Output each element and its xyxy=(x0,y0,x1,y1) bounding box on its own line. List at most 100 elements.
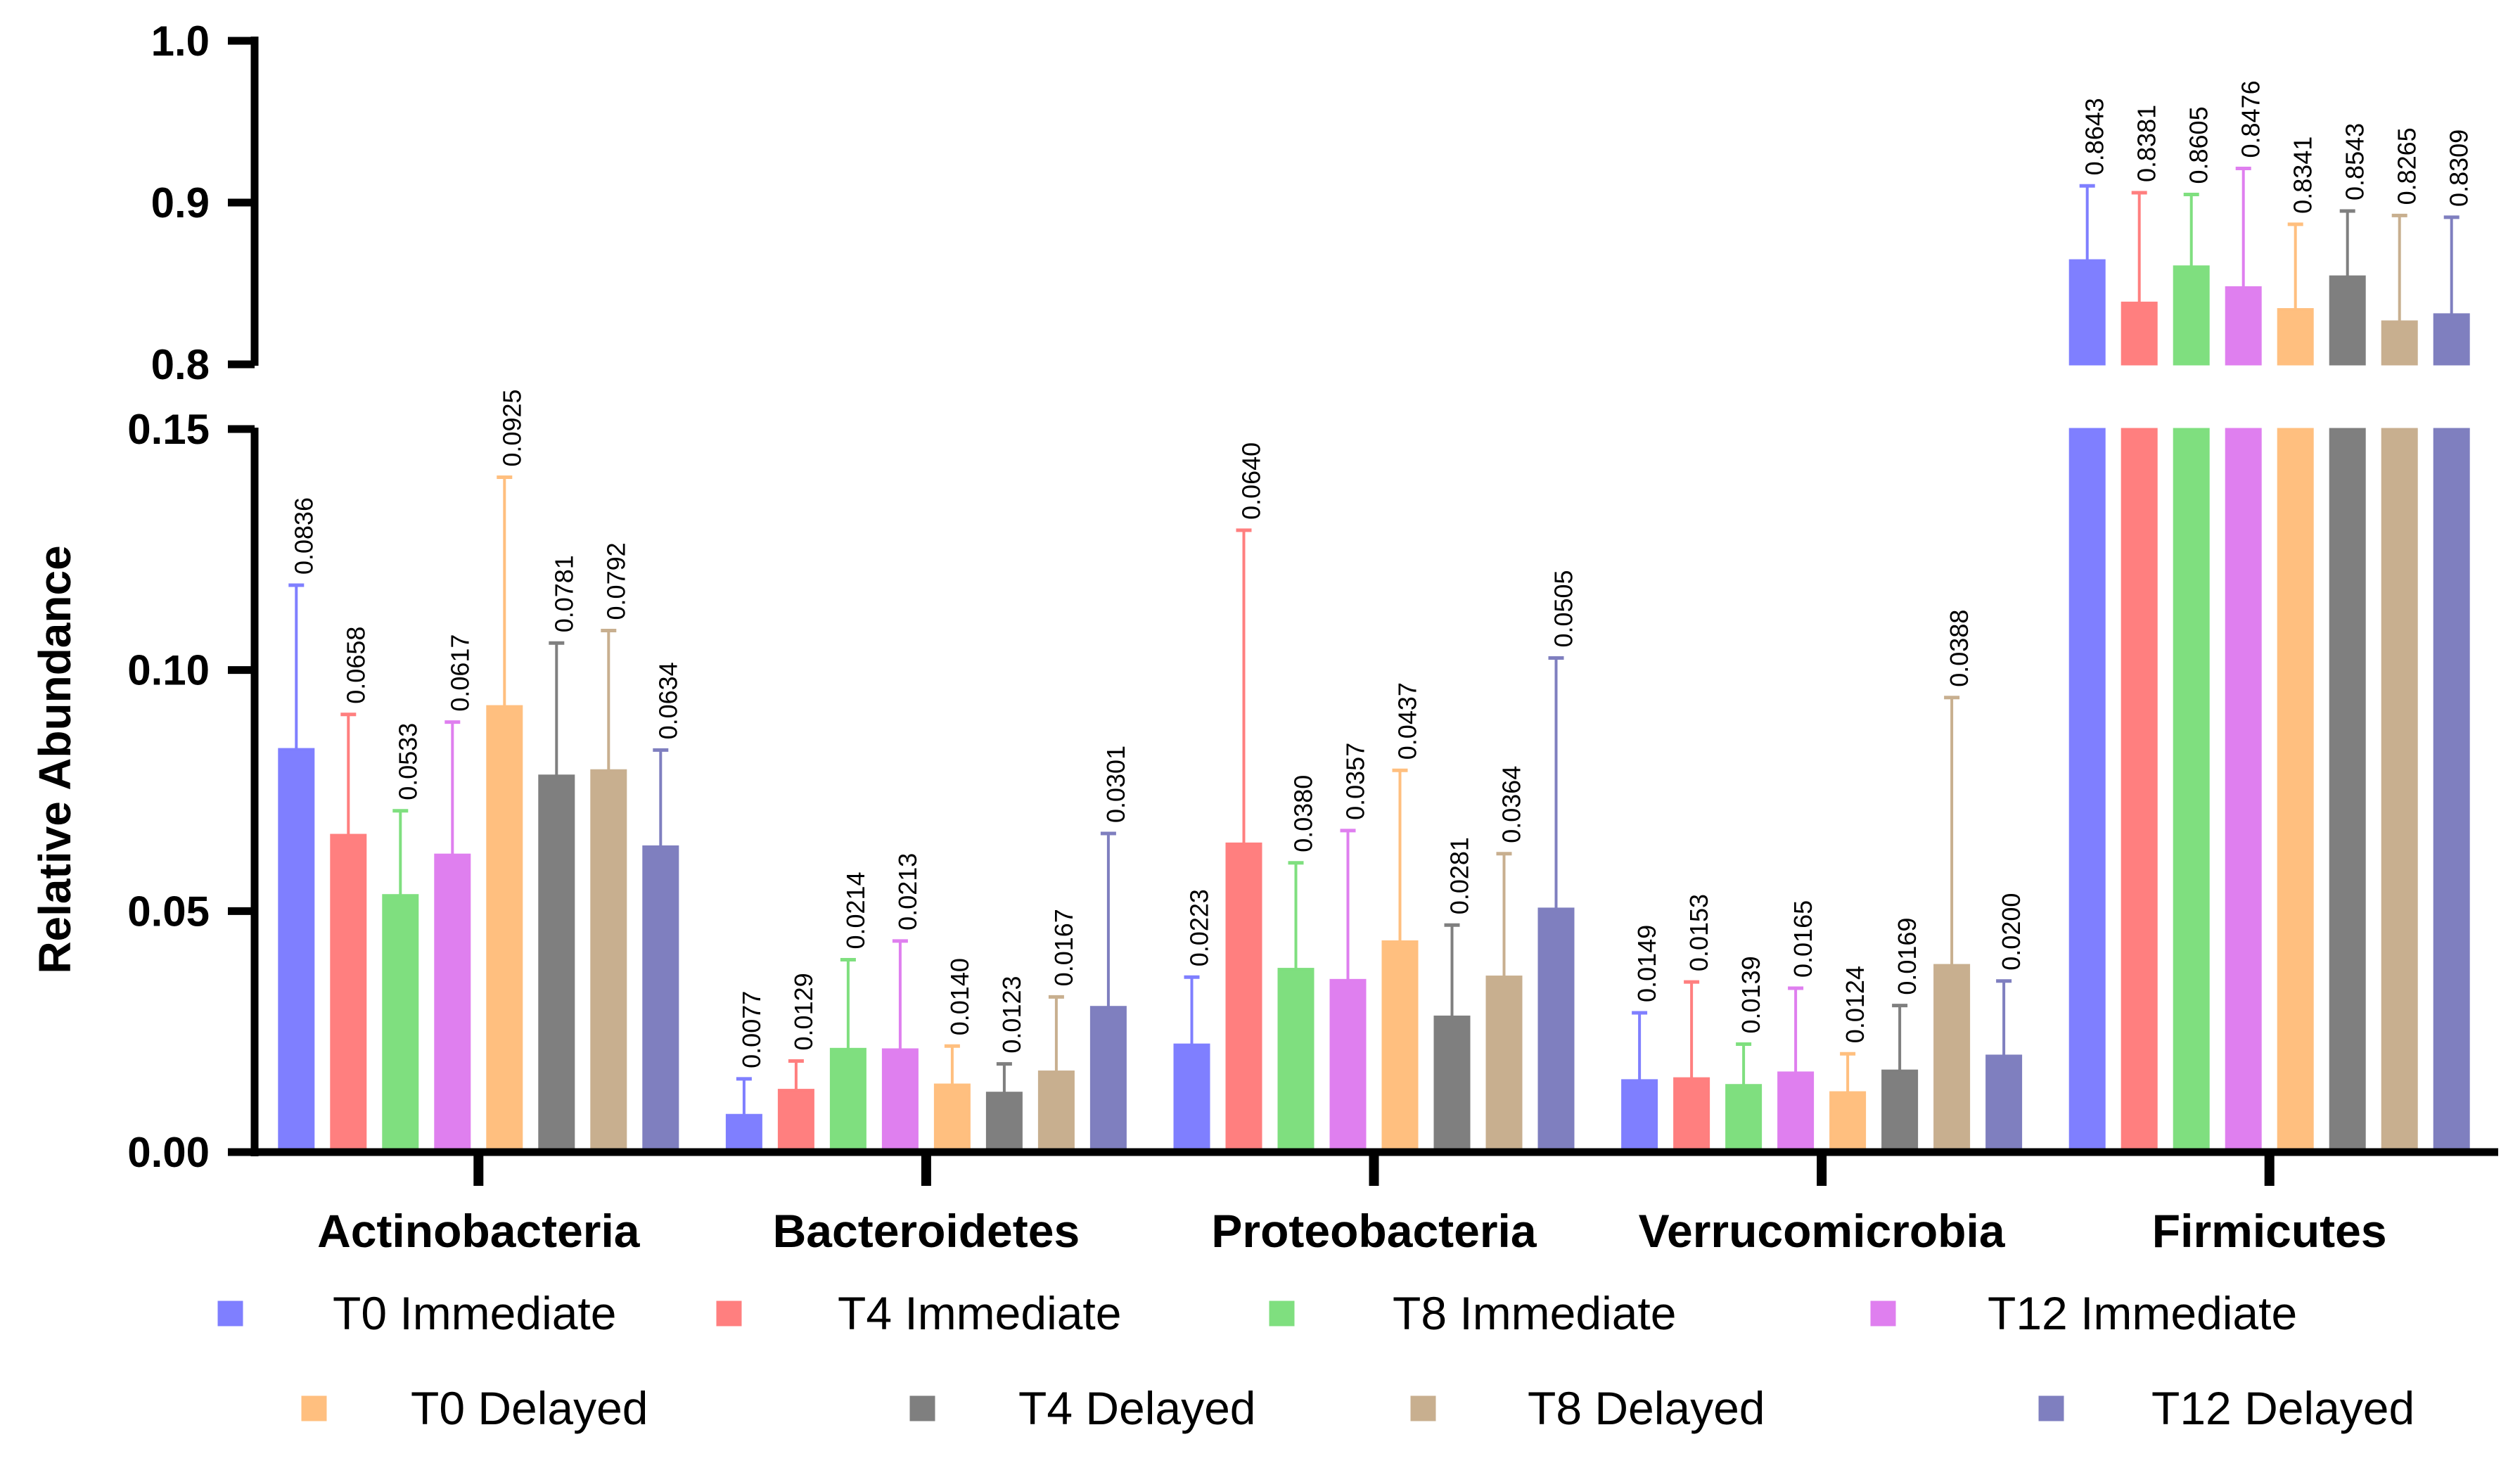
bar-t8-delayed-firmicutes-upper xyxy=(2381,320,2418,366)
bar-t8-delayed-verrucomicrobia xyxy=(1933,964,1971,1153)
bar-t4-immediate-proteobacteria xyxy=(1225,842,1262,1153)
bar-t4-delayed-actinobacteria xyxy=(538,774,575,1153)
value-label-t4-delayed-actinobacteria: 0.0781 xyxy=(549,555,578,632)
y-axis-title: Relative Abundance xyxy=(30,545,80,973)
value-label-t12-immediate-proteobacteria: 0.0357 xyxy=(1341,743,1370,820)
value-label-t8-delayed-proteobacteria: 0.0364 xyxy=(1497,766,1526,843)
value-label-t8-delayed-verrucomicrobia: 0.0388 xyxy=(1945,610,1974,687)
value-label-t0-delayed-verrucomicrobia: 0.0124 xyxy=(1841,966,1869,1043)
value-label-t4-immediate-proteobacteria: 0.0640 xyxy=(1237,442,1266,520)
value-label-t0-delayed-proteobacteria: 0.0437 xyxy=(1393,682,1422,760)
category-label-proteobacteria: Proteobacteria xyxy=(1211,1205,1537,1257)
value-label-t8-delayed-actinobacteria: 0.0792 xyxy=(601,542,630,620)
category-label-verrucomicrobia: Verrucomicrobia xyxy=(1639,1205,2006,1257)
bar-t12-delayed-firmicutes-upper xyxy=(2433,313,2470,366)
bar-t4-immediate-verrucomicrobia xyxy=(1673,1077,1710,1153)
value-label-t0-delayed-firmicutes: 0.8341 xyxy=(2289,136,2317,214)
y-tick-label-0-8: 0.8 xyxy=(151,341,210,388)
category-label-firmicutes: Firmicutes xyxy=(2152,1205,2387,1257)
value-label-t4-immediate-bacteroidetes: 0.0129 xyxy=(789,973,818,1050)
value-label-t0-immediate-verrucomicrobia: 0.0149 xyxy=(1632,925,1661,1002)
value-label-t12-delayed-firmicutes: 0.8309 xyxy=(2445,129,2474,207)
legend-label-t0-delayed: T0 Delayed xyxy=(411,1382,648,1434)
bar-t4-delayed-proteobacteria xyxy=(1433,1015,1471,1153)
legend-swatch-t8-immediate xyxy=(1269,1300,1295,1327)
value-label-t12-immediate-bacteroidetes: 0.0213 xyxy=(893,853,922,931)
bar-t8-immediate-actinobacteria xyxy=(382,894,419,1153)
y-tick-label-0-9: 0.9 xyxy=(151,179,210,226)
value-label-t4-delayed-bacteroidetes: 0.0123 xyxy=(997,976,1026,1053)
bar-t4-delayed-firmicutes-lower xyxy=(2329,428,2366,1153)
category-label-actinobacteria: Actinobacteria xyxy=(317,1205,641,1257)
legend: T0 Immediate T4 Immediate T8 Immediate T12 … xyxy=(217,1287,2415,1434)
legend-label-t4-immediate: T4 Immediate xyxy=(838,1287,1121,1339)
legend-swatch-t4-delayed xyxy=(909,1395,935,1421)
bar-t12-delayed-actinobacteria xyxy=(642,845,679,1153)
bar-t0-immediate-firmicutes-upper xyxy=(2068,259,2106,366)
legend-label-t4-delayed: T4 Delayed xyxy=(1018,1382,1256,1434)
bars-layer xyxy=(278,166,2470,1153)
bar-t4-delayed-firmicutes-upper xyxy=(2329,275,2366,366)
category-label-bacteroidetes: Bacteroidetes xyxy=(773,1205,1080,1257)
legend-swatch-t12-immediate xyxy=(1870,1300,1896,1327)
value-label-t4-immediate-actinobacteria: 0.0658 xyxy=(341,627,370,704)
bar-t0-delayed-bacteroidetes xyxy=(933,1083,971,1153)
y-tick-label-0-10: 0.10 xyxy=(127,647,210,694)
value-label-t0-immediate-bacteroidetes: 0.0077 xyxy=(737,991,766,1068)
legend-label-t12-delayed: T12 Delayed xyxy=(2151,1382,2415,1434)
value-label-t8-immediate-actinobacteria: 0.0533 xyxy=(393,723,422,800)
bar-t8-delayed-firmicutes-lower xyxy=(2381,428,2418,1153)
labels-layer: 0.0836 0.0077 0.0223 0.0149 0.8643 0.0658 0.01… xyxy=(30,18,2474,1257)
y-tick-label-0-05: 0.05 xyxy=(127,888,210,935)
bar-t8-immediate-verrucomicrobia xyxy=(1725,1084,1763,1153)
value-label-t4-immediate-firmicutes: 0.8381 xyxy=(2132,105,2161,182)
bar-t4-immediate-bacteroidetes xyxy=(777,1089,814,1153)
bar-t0-delayed-firmicutes-upper xyxy=(2277,308,2314,366)
y-tick-label-0-00: 0.00 xyxy=(127,1129,210,1176)
legend-swatch-t0-delayed xyxy=(301,1395,327,1421)
legend-swatch-t4-immediate xyxy=(716,1300,742,1327)
value-label-t0-immediate-proteobacteria: 0.0223 xyxy=(1185,889,1214,966)
value-label-t4-delayed-proteobacteria: 0.0281 xyxy=(1445,837,1474,914)
bar-t8-immediate-bacteroidetes xyxy=(829,1047,866,1153)
bar-t12-delayed-verrucomicrobia xyxy=(1985,1054,2023,1153)
bar-t8-delayed-bacteroidetes xyxy=(1037,1070,1075,1153)
value-label-t12-immediate-actinobacteria: 0.0617 xyxy=(445,634,474,712)
value-label-t4-delayed-firmicutes: 0.8543 xyxy=(2341,123,2369,200)
bar-t0-immediate-proteobacteria xyxy=(1173,1043,1210,1153)
bar-t12-delayed-bacteroidetes xyxy=(1089,1006,1127,1153)
bar-t0-delayed-proteobacteria xyxy=(1381,940,1419,1153)
bar-t8-immediate-firmicutes-lower xyxy=(2173,428,2210,1153)
bar-t12-immediate-actinobacteria xyxy=(434,853,471,1153)
bar-t4-immediate-actinobacteria xyxy=(330,833,367,1153)
bar-t8-immediate-firmicutes-upper xyxy=(2173,265,2210,366)
bar-t8-delayed-actinobacteria xyxy=(590,769,627,1153)
bar-t0-immediate-bacteroidetes xyxy=(725,1113,762,1153)
value-label-t0-immediate-firmicutes: 0.8643 xyxy=(2080,98,2109,175)
value-label-t0-delayed-actinobacteria: 0.0925 xyxy=(497,389,526,466)
legend-swatch-t8-delayed xyxy=(1410,1395,1436,1421)
value-label-t8-immediate-bacteroidetes: 0.0214 xyxy=(841,871,870,949)
bar-t12-immediate-verrucomicrobia xyxy=(1777,1071,1815,1153)
value-label-t12-delayed-bacteroidetes: 0.0301 xyxy=(1101,746,1130,823)
bar-t0-immediate-firmicutes-lower xyxy=(2068,428,2106,1153)
y-tick-label-1-0: 1.0 xyxy=(151,18,210,65)
value-label-t8-immediate-firmicutes: 0.8605 xyxy=(2185,106,2213,184)
bar-t12-immediate-firmicutes-lower xyxy=(2225,428,2262,1153)
value-label-t0-delayed-bacteroidetes: 0.0140 xyxy=(945,958,974,1035)
bar-t4-delayed-bacteroidetes xyxy=(985,1092,1023,1153)
bar-t8-immediate-proteobacteria xyxy=(1277,968,1315,1153)
bar-t0-delayed-verrucomicrobia xyxy=(1829,1091,1867,1153)
bar-t12-delayed-firmicutes-lower xyxy=(2433,428,2470,1153)
bar-t0-immediate-actinobacteria xyxy=(278,748,315,1153)
value-label-t12-immediate-verrucomicrobia: 0.0165 xyxy=(1789,900,1817,978)
value-label-t12-delayed-actinobacteria: 0.0634 xyxy=(653,662,682,739)
value-label-t4-delayed-verrucomicrobia: 0.0169 xyxy=(1893,918,1921,995)
legend-label-t8-delayed: T8 Delayed xyxy=(1528,1382,1765,1434)
bar-t0-immediate-verrucomicrobia xyxy=(1621,1079,1658,1153)
bar-t0-delayed-firmicutes-lower xyxy=(2277,428,2314,1153)
value-label-t8-immediate-verrucomicrobia: 0.0139 xyxy=(1737,956,1765,1033)
value-label-t8-delayed-bacteroidetes: 0.0167 xyxy=(1049,909,1078,986)
value-label-t12-delayed-proteobacteria: 0.0505 xyxy=(1549,570,1578,647)
